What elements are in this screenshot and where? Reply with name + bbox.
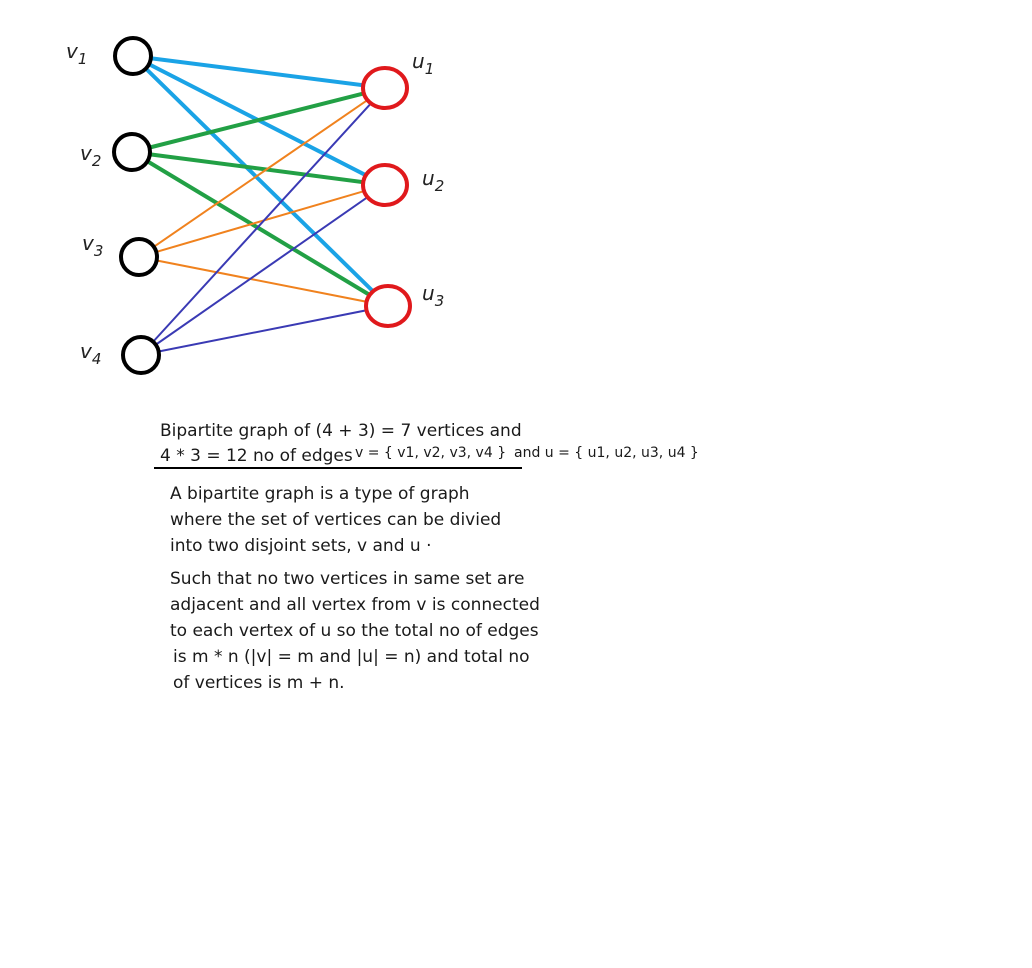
- node-v3: [119, 237, 159, 277]
- paragraph-line: into two disjoint sets, v and u ·: [170, 536, 432, 556]
- summary-line-2: 4 * 3 = 12 no of edges: [160, 446, 353, 466]
- set-v: v = { v1, v2, v3, v4 }: [355, 445, 507, 461]
- node-u1: [361, 66, 409, 110]
- edge-v2-u1: [130, 86, 387, 154]
- edge-v1-u1: [131, 54, 387, 90]
- edge-v2-u2: [130, 150, 387, 187]
- edge-v1-u3: [131, 54, 390, 308]
- underline-divider: [154, 467, 522, 469]
- edge-v3-u3: [138, 256, 389, 307]
- edges: [130, 54, 390, 356]
- node-u2: [361, 163, 409, 207]
- edge-v4-u1: [140, 87, 386, 356]
- label-v3: v3: [82, 231, 103, 260]
- node-v2: [112, 132, 152, 172]
- definition-paragraph: A bipartite graph is a type of graph whe…: [170, 481, 501, 559]
- paragraph-line: A bipartite graph is a type of graph: [170, 484, 470, 504]
- edge-v4-u3: [140, 305, 389, 356]
- label-u2: u2: [422, 166, 444, 195]
- label-v4: v4: [80, 339, 101, 368]
- label-u3: u3: [422, 281, 444, 310]
- property-paragraph: Such that no two vertices in same set ar…: [170, 566, 540, 696]
- edge-v3-u2: [138, 184, 386, 258]
- edge-v2-u3: [130, 150, 390, 308]
- label-u1: u1: [412, 49, 434, 78]
- nodes: [112, 36, 412, 375]
- paragraph-line: to each vertex of u so the total no of e…: [170, 621, 539, 641]
- set-u: and u = { u1, u2, u3, u4 }: [514, 445, 699, 461]
- paragraph-line: of vertices is m + n.: [173, 673, 345, 693]
- paragraph-line: Such that no two vertices in same set ar…: [170, 569, 525, 589]
- edge-v4-u2: [140, 184, 386, 356]
- paragraph-line: is m * n (|v| = m and |u| = n) and total…: [173, 647, 530, 667]
- bipartite-graph: v1 v2 v3 v4 u1 u2 u3: [66, 36, 444, 375]
- node-labels: v1 v2 v3 v4 u1 u2 u3: [66, 39, 444, 368]
- paragraph-line: adjacent and all vertex from v is connec…: [170, 595, 540, 615]
- label-v2: v2: [80, 141, 101, 170]
- node-v4: [121, 335, 161, 375]
- node-u3: [364, 284, 412, 328]
- paragraph-line: where the set of vertices can be divied: [170, 510, 502, 530]
- label-v1: v1: [66, 39, 87, 68]
- edge-v3-u1: [138, 87, 386, 258]
- node-v1: [113, 36, 153, 76]
- summary-line-1: Bipartite graph of (4 + 3) = 7 vertices …: [160, 421, 522, 441]
